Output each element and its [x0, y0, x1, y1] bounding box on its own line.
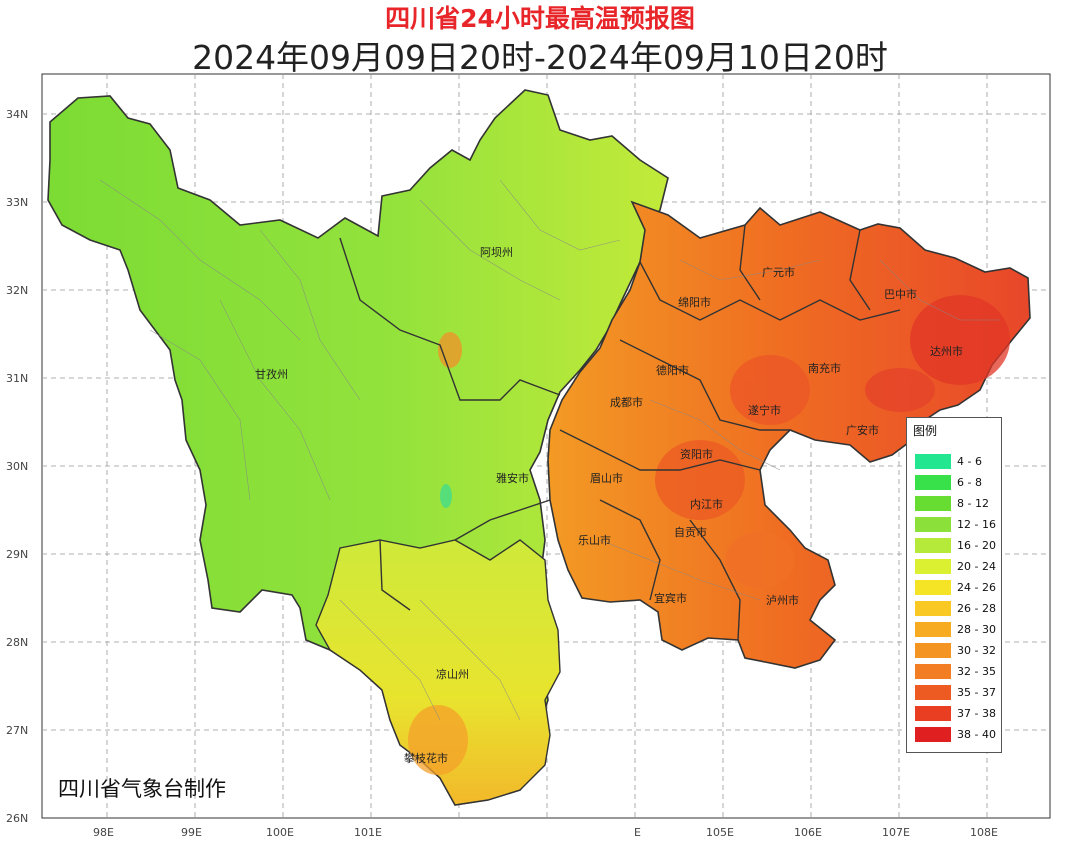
legend-swatch: [915, 727, 951, 742]
city-label: 眉山市: [590, 471, 623, 485]
legend-swatch: [915, 454, 951, 469]
lon-tick: 106E: [794, 826, 822, 839]
hot-spots: [408, 295, 1010, 775]
city-label: 南充市: [808, 361, 841, 375]
legend-item: 30 - 32: [913, 641, 1001, 660]
legend-item: 38 - 40: [913, 725, 1001, 744]
city-label: 攀枝花市: [404, 751, 448, 765]
city-label: 甘孜州: [255, 367, 288, 381]
legend-swatch: [915, 559, 951, 574]
city-labels: 阿坝州 甘孜州 绵阳市 广元市 巴中市 达州市 德阳市 南充市 成都市 遂宁市 …: [255, 245, 963, 765]
legend-label: 4 - 6: [957, 455, 982, 468]
legend-swatch: [915, 643, 951, 658]
legend-swatch: [915, 475, 951, 490]
map-title: 四川省24小时最高温预报图: [385, 4, 695, 33]
legend-swatch: [915, 496, 951, 511]
city-label: 泸州市: [766, 593, 799, 607]
legend-item: 16 - 20: [913, 536, 1001, 555]
legend-label: 28 - 30: [957, 623, 996, 636]
liangshan-region: [315, 539, 561, 806]
lat-tick: 30N: [6, 460, 28, 473]
lon-tick: 101E: [354, 826, 382, 839]
lon-tick: E: [634, 826, 641, 839]
legend-label: 32 - 35: [957, 665, 996, 678]
legend-label: 26 - 28: [957, 602, 996, 615]
county-boundaries: [99, 179, 1000, 721]
legend-swatch: [915, 601, 951, 616]
legend-label: 37 - 38: [957, 707, 996, 720]
legend-label: 20 - 24: [957, 560, 996, 573]
prefecture-boundaries: [339, 224, 901, 641]
sichuan-basin-region: [547, 200, 1031, 669]
lon-tick: 98E: [93, 826, 114, 839]
lat-tick: 26N: [6, 812, 28, 825]
lat-tick: 31N: [6, 372, 28, 385]
city-label: 巴中市: [884, 287, 917, 301]
legend-item: 12 - 16: [913, 515, 1001, 534]
legend-label: 30 - 32: [957, 644, 996, 657]
city-label: 阿坝州: [480, 245, 513, 259]
legend-swatch: [915, 706, 951, 721]
lat-tick: 34N: [6, 108, 28, 121]
legend-item: 35 - 37: [913, 683, 1001, 702]
lon-tick: 107E: [882, 826, 910, 839]
city-label: 宜宾市: [654, 591, 687, 605]
lon-tick: 99E: [181, 826, 202, 839]
legend-swatch: [915, 622, 951, 637]
city-label: 凉山州: [436, 667, 469, 681]
temperature-legend: 图例 4 - 6 6 - 8 8 - 12 12 - 16 16 - 20 20 - 24…: [906, 417, 1002, 753]
legend-item: 20 - 24: [913, 557, 1001, 576]
lon-tick: 108E: [970, 826, 998, 839]
lat-tick: 28N: [6, 636, 28, 649]
credit-text: 四川省气象台制作: [58, 777, 226, 801]
legend-item: 4 - 6: [913, 452, 1001, 471]
city-label: 资阳市: [680, 447, 713, 461]
legend-swatch: [915, 538, 951, 553]
legend-label: 8 - 12: [957, 497, 989, 510]
lon-tick: 105E: [706, 826, 734, 839]
city-label: 内江市: [690, 497, 723, 511]
longitude-ticks: 98E 99E 100E 101E E 105E 106E 107E 108E: [93, 826, 998, 839]
legend-swatch: [915, 517, 951, 532]
city-label: 广安市: [846, 423, 879, 437]
city-label: 雅安市: [496, 471, 529, 485]
legend-item: 24 - 26: [913, 578, 1001, 597]
legend-swatch: [915, 664, 951, 679]
legend-label: 6 - 8: [957, 476, 982, 489]
lat-tick: 32N: [6, 284, 28, 297]
city-label: 成都市: [610, 395, 643, 409]
lat-tick: 27N: [6, 724, 28, 737]
legend-label: 38 - 40: [957, 728, 996, 741]
city-label: 绵阳市: [678, 295, 711, 309]
legend-item: 28 - 30: [913, 620, 1001, 639]
city-label: 自贡市: [674, 525, 707, 539]
legend-label: 16 - 20: [957, 539, 996, 552]
legend-item: 6 - 8: [913, 473, 1001, 492]
city-label: 德阳市: [656, 363, 689, 377]
legend-label: 35 - 37: [957, 686, 996, 699]
city-label: 乐山市: [578, 533, 611, 547]
city-label: 遂宁市: [748, 403, 781, 417]
lat-tick: 29N: [6, 548, 28, 561]
legend-item: 8 - 12: [913, 494, 1001, 513]
map-subtitle: 2024年09月09日20时-2024年09月10日20时: [192, 38, 888, 77]
lon-tick: 100E: [266, 826, 294, 839]
legend-swatch: [915, 580, 951, 595]
legend-title: 图例: [913, 424, 938, 438]
city-label: 广元市: [762, 265, 795, 279]
city-label: 达州市: [930, 344, 963, 358]
legend-item: 32 - 35: [913, 662, 1001, 681]
legend-item: 26 - 28: [913, 599, 1001, 618]
latitude-ticks: 34N 33N 32N 31N 30N 29N 28N 27N 26N: [6, 108, 28, 825]
legend-label: 24 - 26: [957, 581, 996, 594]
legend-swatch: [915, 685, 951, 700]
lat-tick: 33N: [6, 196, 28, 209]
legend-item: 37 - 38: [913, 704, 1001, 723]
legend-label: 12 - 16: [957, 518, 996, 531]
